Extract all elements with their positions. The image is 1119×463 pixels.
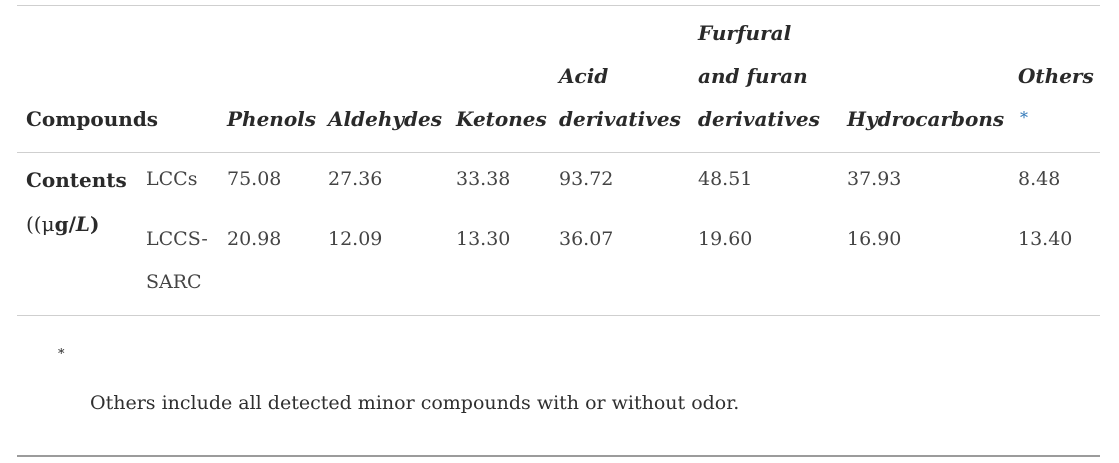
cell-phenols: 75.08 [227, 168, 282, 190]
unit-L: L [75, 212, 90, 236]
table-top-rule [17, 5, 1100, 6]
header-aldehydes: Aldehydes [328, 107, 442, 131]
unit-open-paren: (( [26, 212, 42, 236]
cell-phenols: 20.98 [227, 228, 282, 250]
row-sample-label-line1: LCCS- [146, 228, 208, 250]
header-ketones: Ketones [456, 107, 547, 131]
cell-hydrocarbons: 37.93 [847, 168, 902, 190]
row-group-label-unit: ((μg/L) [26, 212, 99, 236]
cell-aldehydes: 12.09 [328, 228, 383, 250]
cell-furfural: 19.60 [698, 228, 753, 250]
unit-close-paren: ) [89, 212, 100, 236]
cell-furfural: 48.51 [698, 168, 753, 190]
header-furfural-line3: derivatives [698, 107, 820, 131]
section-bottom-rule [17, 455, 1100, 457]
header-others-footnote-link[interactable]: * [1020, 108, 1028, 127]
cell-others: 13.40 [1018, 228, 1073, 250]
header-furfural-line2: and furan [698, 64, 808, 88]
header-compounds: Compounds [26, 107, 159, 131]
header-phenols: Phenols [227, 107, 317, 131]
header-acid-line2: derivatives [559, 107, 681, 131]
row-sample-label-line2: SARC [146, 271, 202, 293]
unit-mu: μ [41, 212, 55, 236]
cell-ketones: 33.38 [456, 168, 511, 190]
footnote-mark: * [58, 347, 65, 362]
cell-ketones: 13.30 [456, 228, 511, 250]
cell-hydrocarbons: 16.90 [847, 228, 902, 250]
unit-g: g/ [54, 212, 76, 236]
cell-aldehydes: 27.36 [328, 168, 383, 190]
row-sample-label: LCCs [146, 168, 198, 190]
row-group-label-contents: Contents [26, 168, 127, 192]
header-others: Others [1018, 64, 1094, 88]
footnote-text: Others include all detected minor compou… [90, 392, 740, 414]
cell-acid: 93.72 [559, 168, 614, 190]
header-divider-rule [17, 152, 1100, 153]
header-furfural-line1: Furfural [698, 21, 792, 45]
cell-others: 8.48 [1018, 168, 1061, 190]
table-bottom-rule [17, 315, 1100, 316]
header-acid-line1: Acid [559, 64, 609, 88]
cell-acid: 36.07 [559, 228, 614, 250]
header-hydrocarbons: Hydrocarbons [847, 107, 1005, 131]
